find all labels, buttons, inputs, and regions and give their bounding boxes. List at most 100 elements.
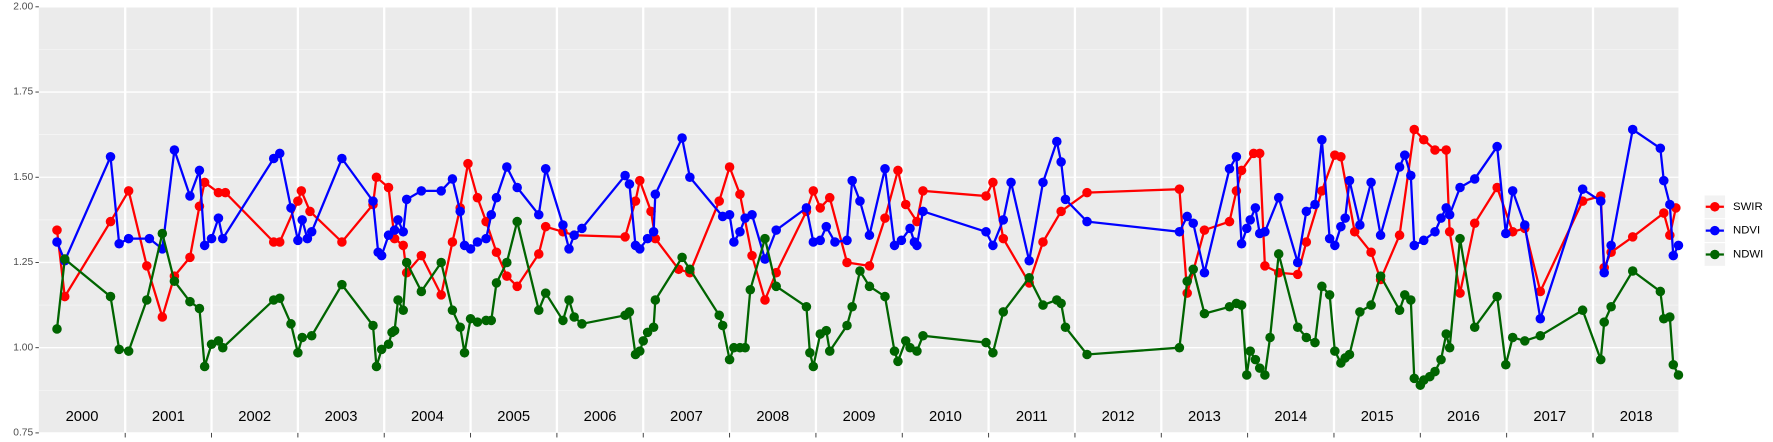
data-point <box>1254 148 1265 159</box>
data-point <box>1060 194 1071 205</box>
data-point <box>1349 227 1360 237</box>
data-point <box>217 342 228 353</box>
data-point <box>1444 342 1455 353</box>
data-point <box>577 319 587 329</box>
data-point <box>1599 317 1609 327</box>
data-point <box>1301 206 1312 217</box>
data-point <box>760 254 770 264</box>
data-point <box>918 206 928 217</box>
data-point <box>745 284 756 295</box>
data-point <box>1394 162 1405 172</box>
data-point <box>274 293 285 304</box>
data-point <box>1260 261 1270 271</box>
data-point <box>1595 196 1606 206</box>
year-label: 2000 <box>66 409 99 425</box>
data-point <box>306 227 317 237</box>
data-point <box>1231 152 1242 162</box>
data-point <box>533 249 544 259</box>
data-point <box>893 356 903 367</box>
data-point <box>1038 177 1048 188</box>
data-point <box>1301 237 1312 247</box>
data-point <box>824 346 835 356</box>
data-point <box>918 330 928 341</box>
data-point <box>1250 203 1261 213</box>
data-point <box>918 186 928 196</box>
data-point <box>729 237 739 247</box>
data-point <box>747 209 757 220</box>
data-point <box>1659 208 1669 218</box>
data-point <box>296 186 307 196</box>
data-point <box>1038 237 1048 247</box>
data-point <box>889 240 900 251</box>
data-point <box>1182 276 1192 286</box>
data-point <box>1366 300 1376 310</box>
year-label: 2010 <box>929 409 962 425</box>
data-point <box>1024 255 1034 266</box>
data-point <box>889 346 900 356</box>
data-point <box>1436 213 1446 223</box>
data-point <box>648 227 659 237</box>
data-point <box>842 257 852 268</box>
data-point <box>1056 157 1066 167</box>
data-point <box>1265 332 1275 343</box>
data-point <box>1336 221 1346 232</box>
data-point <box>1455 233 1465 244</box>
data-point <box>1236 165 1247 176</box>
data-point <box>1430 145 1440 155</box>
data-point <box>213 187 224 198</box>
data-point <box>893 165 903 176</box>
data-point <box>558 315 568 326</box>
data-point <box>981 191 991 201</box>
data-point <box>1655 143 1666 154</box>
data-point <box>1336 152 1346 162</box>
data-point <box>630 196 641 206</box>
data-point <box>274 237 285 247</box>
data-point <box>1627 124 1638 135</box>
data-point <box>808 186 819 196</box>
data-point <box>371 361 382 372</box>
data-point <box>213 336 224 346</box>
data-point <box>1344 349 1355 360</box>
y-tick-label: 1.75 <box>13 87 33 98</box>
data-point <box>1535 286 1546 297</box>
data-point <box>1627 232 1638 242</box>
data-point <box>685 172 695 183</box>
data-point <box>1665 312 1675 322</box>
data-point <box>1052 136 1062 147</box>
data-point <box>286 203 296 213</box>
data-point <box>105 291 116 302</box>
data-point <box>533 305 544 315</box>
data-point <box>217 233 228 244</box>
year-label: 2003 <box>325 409 358 425</box>
data-point <box>714 196 724 206</box>
data-point <box>368 320 378 331</box>
data-point <box>1399 150 1410 160</box>
data-point <box>142 261 152 271</box>
data-point <box>293 196 303 206</box>
data-point <box>416 286 427 297</box>
data-point <box>1182 211 1192 222</box>
data-point <box>540 221 551 232</box>
data-point <box>1409 240 1420 251</box>
data-point <box>855 196 865 206</box>
data-point <box>220 187 231 198</box>
data-point <box>771 225 781 235</box>
data-point <box>436 186 446 196</box>
data-point <box>123 346 134 356</box>
data-point <box>465 244 476 254</box>
data-point <box>1082 187 1092 198</box>
y-tick-label: 0.75 <box>13 428 33 439</box>
data-point <box>1038 300 1048 310</box>
data-point <box>455 206 465 217</box>
data-point <box>1606 302 1616 312</box>
data-point <box>900 199 911 210</box>
data-point <box>1024 273 1034 283</box>
data-point <box>1595 354 1606 365</box>
data-point <box>398 227 408 237</box>
data-point <box>105 152 116 162</box>
data-point <box>1245 215 1255 225</box>
data-point <box>1273 192 1284 203</box>
data-point <box>1245 346 1255 356</box>
data-point <box>642 233 653 244</box>
data-point <box>472 192 483 203</box>
